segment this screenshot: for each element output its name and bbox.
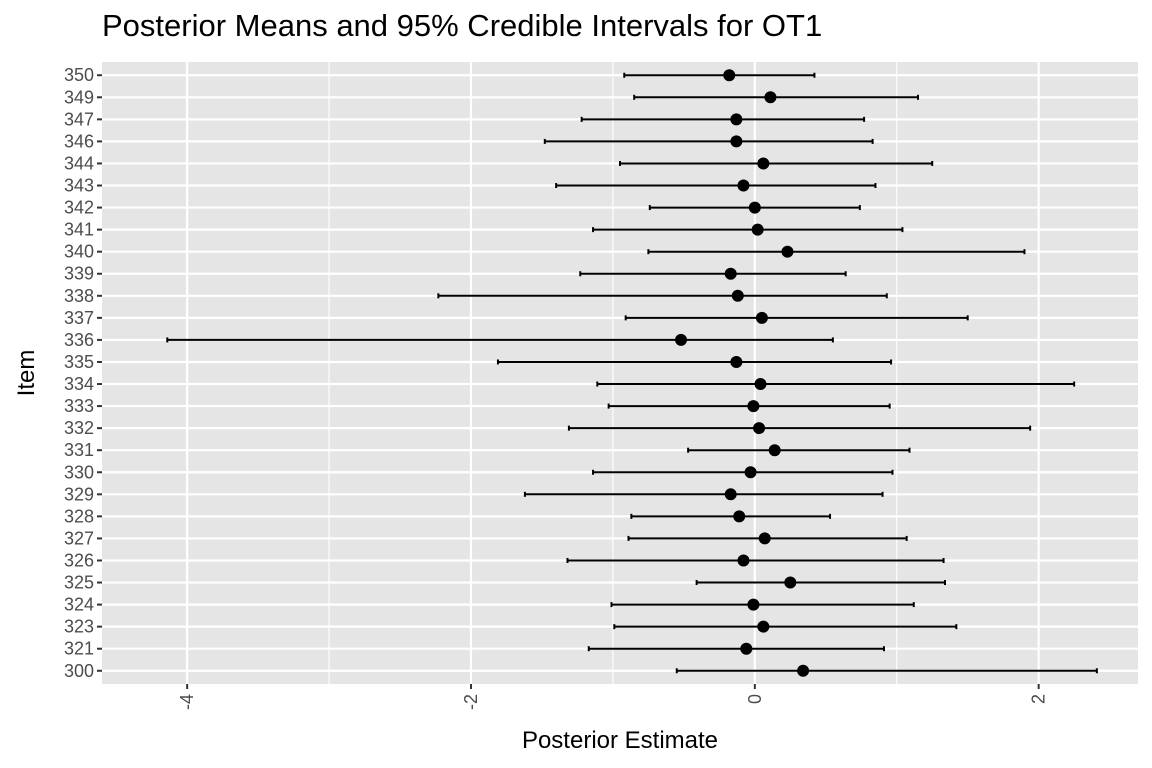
x-tick-label: -4: [177, 694, 197, 710]
mean-point-340: [781, 245, 794, 258]
y-tick-label: 331: [64, 440, 94, 460]
x-tick-label: -2: [461, 694, 481, 710]
interval-344: [619, 160, 934, 166]
interval-346: [543, 138, 874, 144]
grid-minor: [328, 62, 898, 684]
y-tick-label: 330: [64, 462, 94, 482]
y-tick-label: 333: [64, 396, 94, 416]
y-tick-label: 335: [64, 352, 94, 372]
y-tick-label: 347: [64, 109, 94, 129]
mean-point-325: [784, 576, 797, 589]
mean-point-341: [751, 223, 764, 236]
interval-339: [579, 271, 847, 277]
y-tick-label: 341: [64, 220, 94, 240]
mean-point-343: [737, 179, 750, 192]
y-tick-label: 344: [64, 153, 94, 173]
interval-321: [587, 646, 885, 652]
interval-335: [496, 359, 893, 365]
mean-point-339: [724, 267, 737, 280]
y-tick-label: 346: [64, 131, 94, 151]
mean-point-328: [733, 510, 746, 523]
x-tick-label: 2: [1029, 694, 1049, 704]
y-tick-label: 327: [64, 528, 94, 548]
y-tick-label: 324: [64, 595, 94, 615]
mean-point-326: [737, 554, 750, 567]
y-tick-label: 338: [64, 286, 94, 306]
y-tick-label: 326: [64, 550, 94, 570]
mean-point-331: [768, 444, 781, 457]
y-tick-label: 349: [64, 87, 94, 107]
interval-326: [566, 557, 945, 563]
y-tick-label: 337: [64, 308, 94, 328]
interval-331: [687, 447, 911, 453]
y-tick-label: 300: [64, 661, 94, 681]
y-tick-label: 339: [64, 264, 94, 284]
mean-point-329: [724, 488, 737, 501]
x-tick-label: 0: [745, 694, 765, 704]
interval-347: [580, 116, 866, 122]
mean-point-300: [797, 664, 810, 677]
y-tick-label: 342: [64, 198, 94, 218]
mean-point-346: [730, 135, 743, 148]
mean-point-342: [748, 201, 761, 214]
interval-325: [695, 580, 946, 586]
mean-point-344: [757, 157, 770, 170]
interval-350: [623, 72, 816, 78]
interval-329: [523, 491, 884, 497]
y-tick-label: 350: [64, 65, 94, 85]
mean-point-337: [755, 311, 768, 324]
x-axis-ticks: -4 -2 0 2: [177, 684, 1049, 710]
y-tick-label: 323: [64, 617, 94, 637]
interval-336: [166, 337, 834, 343]
mean-point-324: [747, 598, 760, 611]
interval-328: [630, 513, 832, 519]
y-tick-label: 334: [64, 374, 94, 394]
y-tick-label: 332: [64, 418, 94, 438]
mean-point-334: [754, 378, 767, 391]
y-axis-ticks: 3003213233243253263273283293303313323333…: [64, 65, 102, 681]
point-layer: [675, 69, 810, 677]
interval-341: [592, 227, 904, 233]
y-tick-label: 336: [64, 330, 94, 350]
mean-point-338: [731, 289, 744, 302]
mean-point-330: [744, 466, 757, 479]
interval-340: [647, 249, 1026, 255]
interval-324: [610, 602, 915, 608]
plot-panel: [102, 62, 1138, 684]
y-tick-label: 340: [64, 242, 94, 262]
interval-332: [567, 425, 1032, 431]
interval-338: [437, 293, 888, 299]
mean-point-350: [723, 69, 736, 82]
y-tick-label: 328: [64, 506, 94, 526]
y-tick-label: 329: [64, 484, 94, 504]
interval-334: [596, 381, 1076, 387]
interval-343: [555, 183, 877, 189]
interval-330: [592, 469, 894, 475]
y-axis-title: Item: [13, 350, 40, 397]
chart-title: Posterior Means and 95% Credible Interva…: [102, 8, 823, 43]
mean-point-327: [758, 532, 771, 545]
interval-337: [624, 315, 969, 321]
mean-point-335: [730, 355, 743, 368]
mean-point-336: [675, 333, 688, 346]
interval-300: [675, 668, 1098, 674]
y-tick-label: 343: [64, 176, 94, 196]
x-axis-title: Posterior Estimate: [522, 727, 718, 754]
interval-323: [613, 624, 958, 630]
mean-point-347: [730, 113, 743, 126]
mean-point-323: [757, 620, 770, 633]
y-tick-label: 321: [64, 639, 94, 659]
mean-point-333: [747, 400, 760, 413]
mean-point-332: [753, 422, 766, 435]
mean-point-349: [764, 91, 777, 104]
mean-point-321: [740, 642, 753, 655]
y-tick-label: 325: [64, 573, 94, 593]
